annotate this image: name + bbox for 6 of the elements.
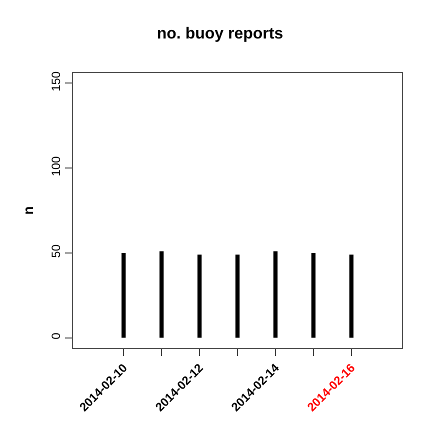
y-tick-label: 0	[49, 332, 64, 340]
y-tick-label: 50	[49, 244, 64, 258]
y-axis-title: n	[20, 206, 36, 215]
chart-title: no. buoy reports	[156, 26, 284, 43]
y-tick-label: 150	[49, 71, 64, 92]
y-tick-label: 100	[49, 156, 64, 176]
